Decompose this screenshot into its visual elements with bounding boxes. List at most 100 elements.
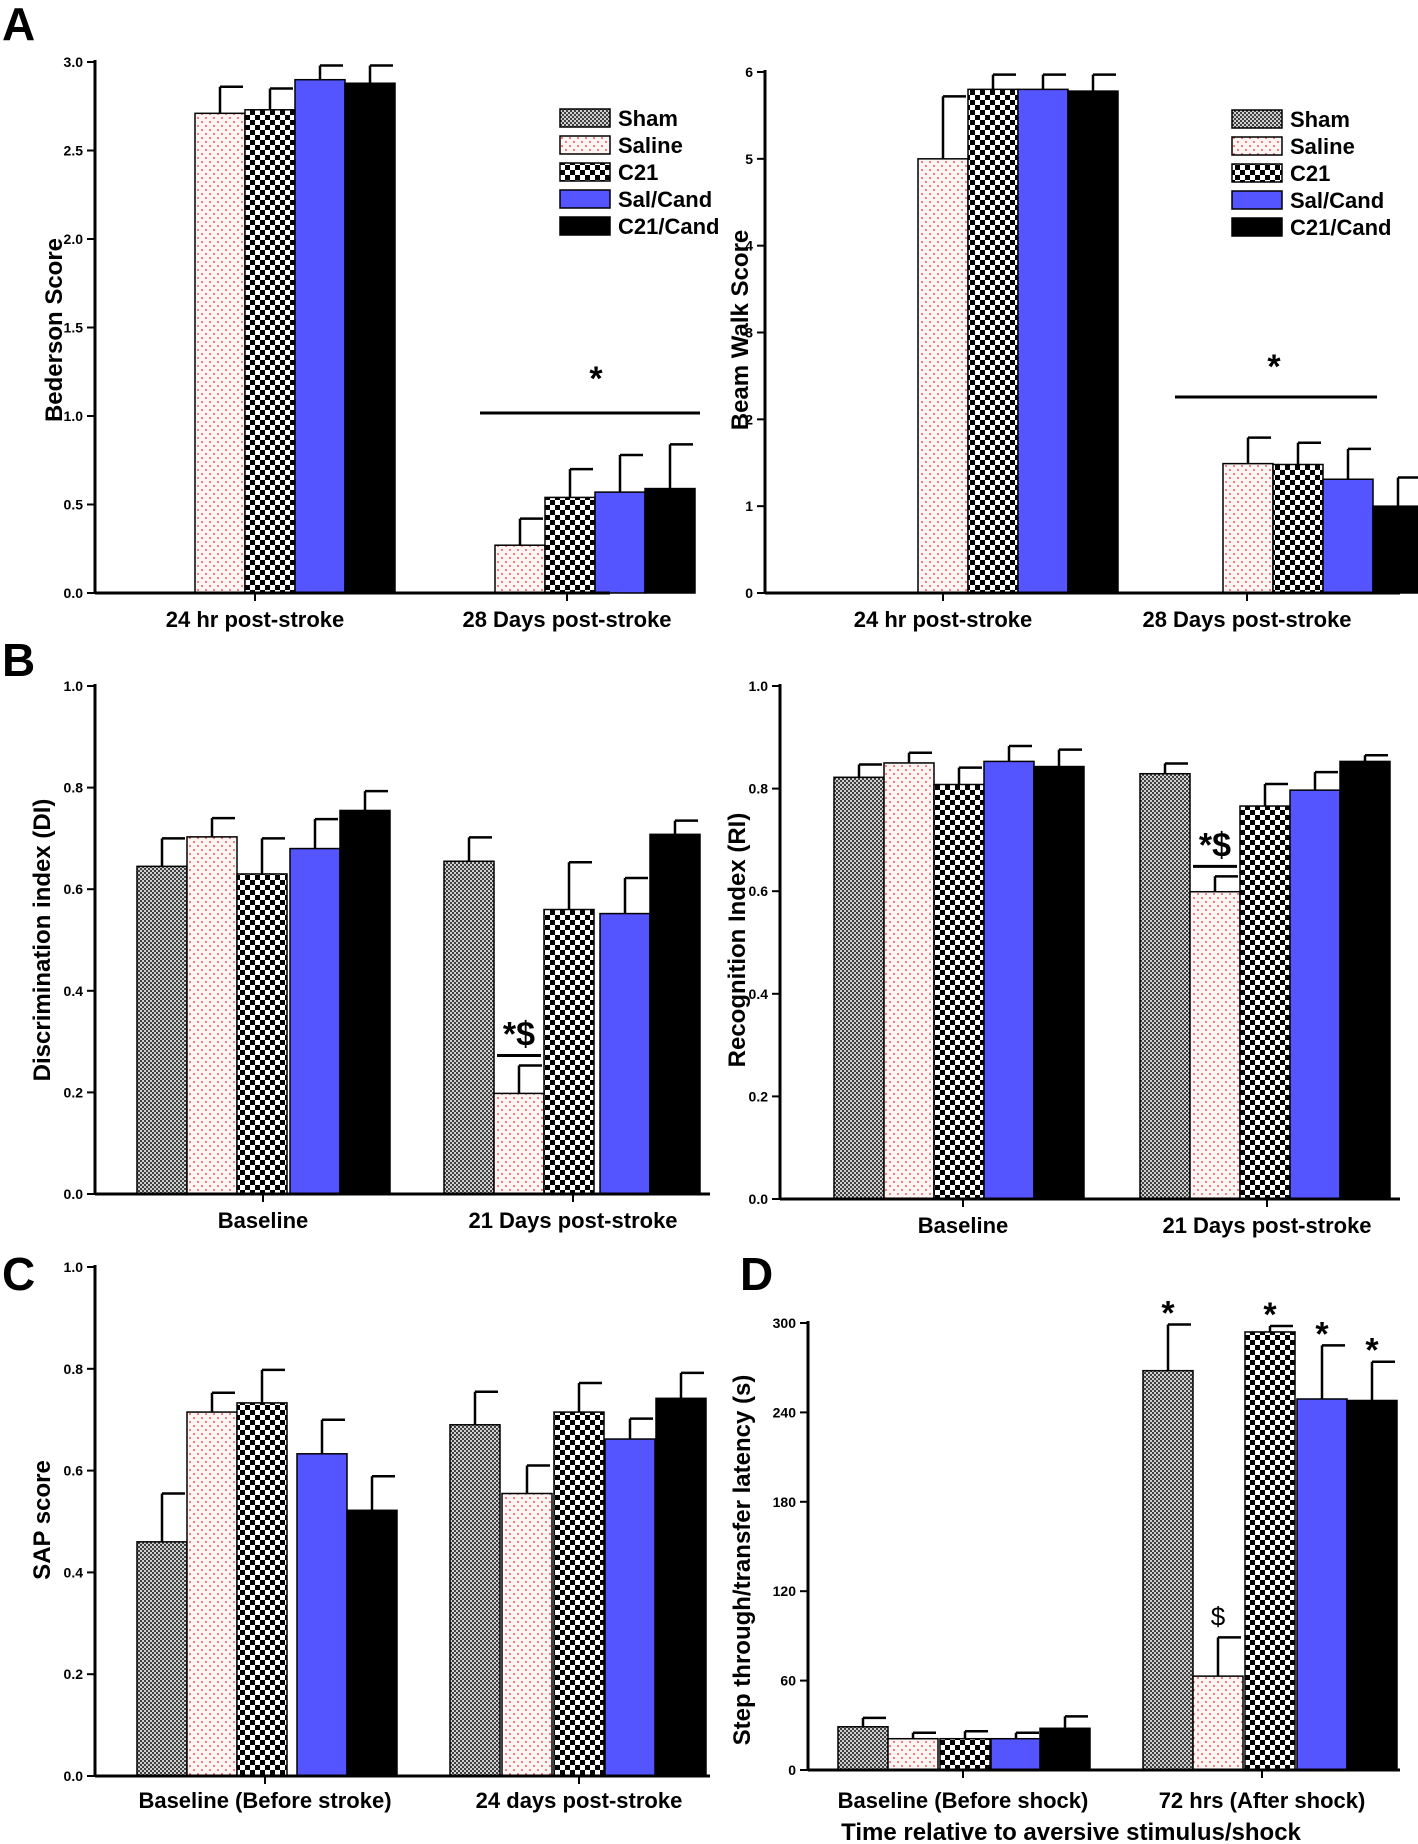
legend-swatch	[1231, 190, 1283, 210]
y-tick-label: 1.5	[64, 320, 84, 336]
bar-c21-0	[236, 1402, 288, 1777]
y-tick-label: 180	[773, 1494, 797, 1510]
bar-sal-cand-1	[1296, 1398, 1348, 1771]
bar-c21-1	[543, 908, 595, 1195]
y-tick-label: 0.8	[749, 781, 769, 797]
x-category-label: 21 Days post-stroke	[1162, 1213, 1371, 1238]
bar-c21-cand-0	[1067, 90, 1119, 594]
bar-sal-cand-1	[1289, 789, 1341, 1200]
y-tick-label: 0.4	[64, 1564, 84, 1580]
bar-sal-cand-0	[1017, 88, 1069, 594]
y-axis-title: Beam Walk Score	[727, 230, 754, 431]
y-tick-label: 2	[745, 411, 753, 427]
bar-saline-0	[186, 836, 238, 1195]
significance-label: *	[1267, 348, 1281, 386]
bar-saline-1	[1222, 462, 1274, 594]
legend-swatch	[559, 162, 611, 182]
bar-saline-1	[494, 544, 546, 594]
x-category-label: 24 days post-stroke	[476, 1788, 683, 1813]
x-category-label: 72 hrs (After shock)	[1159, 1788, 1366, 1813]
x-category-label: 24 hr post-stroke	[166, 607, 345, 632]
bar-c21-0	[939, 1737, 991, 1771]
bar-c21-0	[236, 873, 288, 1195]
y-tick-label: 0.4	[64, 983, 84, 999]
panel-letter-c: C	[2, 1248, 35, 1300]
significance-label: *	[1365, 1332, 1379, 1370]
y-axis-title: Recognition Index (RI)	[724, 813, 751, 1068]
y-tick-label: 3	[745, 325, 753, 341]
legend-label: C21/Cand	[1290, 215, 1391, 240]
bar-c21-1	[544, 496, 596, 594]
x-category-label: Baseline	[918, 1213, 1009, 1238]
bar-sal-cand-0	[990, 1737, 1042, 1771]
legend-label: C21/Cand	[618, 214, 719, 239]
legend-swatch	[559, 189, 611, 209]
bar-c21-0	[967, 88, 1019, 594]
y-tick-label: 3.0	[64, 54, 84, 70]
bar-sham-0	[136, 1541, 188, 1777]
chart-a1: A 0.0 0.5 1.0 1.5 2.0 2.5 3.0 24 hr post-stroke 2…	[2, 0, 719, 632]
y-tick-label: 240	[773, 1404, 797, 1420]
y-tick-label: 2.5	[64, 143, 84, 159]
x-axis-title: Time relative to aversive stimulus/shock	[841, 1819, 1301, 1844]
y-tick-label: 1	[745, 498, 753, 514]
bar-sham-1	[1142, 1369, 1194, 1771]
bar-c21-cand-1	[655, 1397, 707, 1777]
y-tick-label: 0.2	[749, 1088, 769, 1104]
bar-sham-0	[136, 865, 188, 1195]
x-category-label: 21 Days post-stroke	[468, 1208, 677, 1233]
bar-sal-cand-1	[594, 491, 646, 594]
legend-label: Saline	[1290, 134, 1355, 159]
legend-label: Sham	[1290, 107, 1350, 132]
y-tick-label: 5	[745, 151, 753, 167]
significance-label: *	[1315, 1315, 1329, 1353]
significance-label: *$	[503, 1015, 535, 1053]
bar-c21-cand-1	[1372, 505, 1418, 594]
legend-swatch	[1231, 217, 1283, 237]
y-axis-title: SAP score	[29, 1460, 56, 1580]
y-tick-label: 0.0	[749, 1191, 769, 1207]
y-tick-label: 0.8	[64, 780, 84, 796]
legend-label: Saline	[618, 133, 683, 158]
bar-sal-cand-0	[983, 760, 1035, 1200]
bar-c21-1	[1272, 463, 1324, 594]
bar-saline-0	[887, 1737, 939, 1771]
significance-label: *	[1263, 1296, 1277, 1334]
bar-saline-0	[883, 762, 935, 1200]
y-tick-label: 2.0	[64, 231, 84, 247]
chart-a2: 0 1 2 3 4 5 6 24 hr post-stroke 28 Days post-str…	[727, 64, 1418, 632]
bar-c21-cand-0	[339, 809, 391, 1195]
significance-label: *	[1161, 1294, 1175, 1332]
y-axis-title: Bederson Score	[41, 238, 68, 422]
legend-swatch	[1231, 109, 1283, 129]
panel-letter-b: B	[2, 634, 35, 686]
y-tick-label: 60	[780, 1673, 796, 1689]
chart-b2: 0.0 0.2 0.4 0.6 0.8 1.0 Baseline 21 Days post-s…	[724, 678, 1400, 1238]
legend-label: C21	[1290, 161, 1330, 186]
y-tick-label: 0.8	[64, 1361, 84, 1377]
y-tick-label: 0.6	[64, 881, 84, 897]
x-category-label: Baseline (Before shock)	[838, 1788, 1089, 1813]
bar-sal-cand-0	[294, 78, 346, 594]
bar-c21-cand-1	[644, 487, 696, 594]
x-category-label: Baseline	[218, 1208, 309, 1233]
bar-c21-cand-1	[649, 833, 701, 1195]
bar-sal-cand-1	[599, 912, 651, 1195]
y-tick-label: 1.0	[749, 678, 769, 694]
y-tick-label: 0.2	[64, 1084, 84, 1100]
bar-c21-cand-0	[1033, 765, 1085, 1200]
legend-label: Sal/Cand	[1290, 188, 1384, 213]
significance-label: $	[1211, 1601, 1226, 1631]
significance-label: *$	[1199, 826, 1231, 864]
bar-saline-0	[186, 1411, 238, 1777]
bar-saline-1	[493, 1092, 545, 1195]
chart-c: C 0.0 0.2 0.4 0.6 0.8 1.0 Baseline (Before stro…	[2, 1248, 710, 1813]
bar-c21-cand-0	[1039, 1727, 1091, 1771]
bar-saline-0	[917, 158, 969, 594]
y-tick-label: 0.2	[64, 1666, 84, 1682]
bar-sham-0	[833, 776, 885, 1200]
bar-c21-cand-0	[346, 1509, 398, 1777]
